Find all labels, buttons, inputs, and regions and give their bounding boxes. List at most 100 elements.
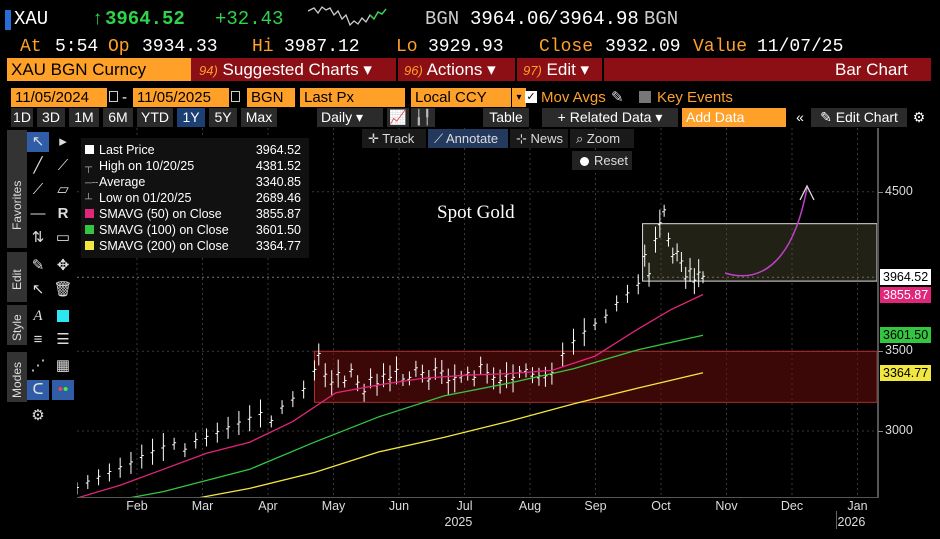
color-picker-icon[interactable] <box>52 306 74 326</box>
line-chart-icon[interactable]: 📈 <box>387 108 409 127</box>
calendar-icon[interactable] <box>231 91 240 102</box>
pencil-icon: ✎ <box>820 109 836 125</box>
legend-row[interactable]: SMAVG (50) on Close 3855.87 <box>85 206 305 222</box>
pointer-icon[interactable]: ↖ <box>27 132 49 152</box>
favorites-tab[interactable]: Favorites <box>7 130 27 248</box>
retracement-icon[interactable]: R <box>57 205 69 222</box>
legend-row[interactable]: ┴ Low on 01/20/25 2689.46 <box>85 190 305 206</box>
news-button[interactable]: ⊹ News <box>510 129 568 148</box>
price-range-icon[interactable]: ⇅ <box>31 229 45 246</box>
security-field[interactable]: XAU BGN Curncy <box>7 58 191 81</box>
y-axis: 3000 3500 4500 3964.52 3855.87 3601.50 3364.77 <box>878 128 940 498</box>
magnet-mode-icon[interactable]: ᑕ <box>27 380 49 400</box>
color-dots-icon[interactable]: •• <box>52 380 74 400</box>
annotate-button[interactable]: ⟋ Annotate <box>428 129 508 148</box>
legend-row[interactable]: SMAVG (200) on Close 3364.77 <box>85 238 305 254</box>
low-label: Lo <box>396 37 418 57</box>
reset-button[interactable]: Reset <box>572 151 632 170</box>
moving-average-line <box>77 293 704 498</box>
chart-series <box>77 204 705 498</box>
legend-row[interactable]: SMAVG (100) on Close 3601.50 <box>85 222 305 238</box>
legend-label: SMAVG (50) on Close <box>99 207 222 221</box>
gear-icon[interactable]: ⚙ <box>912 109 926 125</box>
field-select[interactable]: Last Px <box>300 88 405 107</box>
mov-avgs-label[interactable]: Mov Avgs <box>541 89 606 106</box>
range-button-1m[interactable]: 1M <box>69 108 99 127</box>
bar-chart-icon[interactable]: ╽╿ <box>411 108 435 127</box>
edit-chart-label: Edit Chart <box>835 109 898 125</box>
chevron-right-icon[interactable]: ▸ <box>59 133 67 150</box>
legend-row[interactable]: ─╌Average 3340.85 <box>85 174 305 190</box>
range-button-6m[interactable]: 6M <box>103 108 133 127</box>
range-button-ytd[interactable]: YTD <box>137 108 173 127</box>
chart-annotation-text[interactable]: Spot Gold <box>437 202 515 223</box>
range-button-3d[interactable]: 3D <box>37 108 65 127</box>
trash-icon[interactable]: 🗑 <box>53 281 73 298</box>
function-menu-bar: 94) Suggested Charts ▾ 96) Actions ▾ 97)… <box>7 58 931 81</box>
modes-tab-label: Modes <box>10 361 24 398</box>
range-button-5y[interactable]: 5Y <box>209 108 237 127</box>
line-style-icon[interactable]: ☰ <box>56 331 70 348</box>
suggested-charts-menu[interactable]: 94) Suggested Charts ▾ <box>193 58 404 81</box>
collapse-chevrons-icon[interactable]: « <box>796 109 804 125</box>
segment-icon[interactable]: ⟋ <box>32 181 44 198</box>
legend-label: SMAVG (200) on Close <box>99 239 229 253</box>
add-data-input[interactable]: Add Data <box>682 108 786 127</box>
x-tick-label: Nov <box>715 499 738 513</box>
calendar-icon[interactable] <box>109 91 118 102</box>
legend-label: Last Price <box>99 143 155 157</box>
legend-row[interactable]: ┬ High on 10/20/25 4381.52 <box>85 158 305 174</box>
track-button[interactable]: ✛ Track <box>362 129 426 148</box>
mov-avgs-checkbox[interactable]: ✓ <box>525 91 537 103</box>
table-button[interactable]: Table <box>483 108 529 127</box>
currency-dropdown-icon[interactable]: ▾ <box>512 88 526 107</box>
consolidation-range-box[interactable] <box>313 350 877 403</box>
actions-menu[interactable]: 96) Actions ▾ <box>400 58 519 81</box>
crosshair-mode-icon[interactable]: ⋰ <box>30 357 46 374</box>
low-price: 3929.93 <box>428 37 504 57</box>
key-events-label[interactable]: Key Events <box>657 89 733 106</box>
move-icon[interactable]: ✥ <box>56 257 70 274</box>
range-button-1y[interactable]: 1Y <box>177 108 205 127</box>
grid-mode-icon[interactable]: ▦ <box>55 357 71 374</box>
currency-select[interactable]: Local CCY <box>411 88 511 107</box>
modes-tab[interactable]: Modes <box>7 352 27 402</box>
key-events-checkbox[interactable] <box>639 91 651 103</box>
year-label: 2025 <box>444 515 473 529</box>
line-width-icon[interactable]: ≡ <box>33 331 43 348</box>
price-chart[interactable] <box>77 128 877 498</box>
horizontal-line-icon[interactable]: — <box>30 205 46 222</box>
source-field[interactable]: BGN <box>247 88 295 107</box>
gear-icon[interactable]: ⚙ <box>31 407 45 424</box>
range-button-max[interactable]: Max <box>241 108 277 127</box>
legend-value: 2689.46 <box>255 191 301 205</box>
channel-icon[interactable]: ▱ <box>57 181 69 198</box>
text-style-icon[interactable]: A <box>33 308 43 324</box>
bid-ask-divider: / <box>547 8 559 30</box>
ray-line-icon[interactable]: ⟋ <box>57 157 69 174</box>
pencil-icon[interactable]: ✎ <box>611 89 624 106</box>
sparkline-chart <box>307 5 388 29</box>
select-icon[interactable]: ↖ <box>31 281 45 298</box>
trendline-icon[interactable]: ╱ <box>33 157 43 174</box>
chart-type-label[interactable]: Bar Chart <box>835 60 908 79</box>
start-date-field[interactable]: 11/05/2024 <box>11 88 107 107</box>
edit-tab[interactable]: Edit <box>7 252 27 302</box>
range-button-1d[interactable]: 1D <box>11 108 33 127</box>
style-tab[interactable]: Style <box>7 305 27 345</box>
pen-icon[interactable]: ✎ <box>31 257 45 274</box>
edit-menu[interactable]: 97) Edit ▾ <box>519 58 608 81</box>
related-data-button[interactable]: + Related Data ▾ <box>542 108 678 127</box>
periodicity-select[interactable]: Daily ▾ <box>317 108 383 127</box>
actions-number: 96) <box>404 63 423 78</box>
rectangle-icon[interactable]: ▭ <box>55 229 71 246</box>
legend-row[interactable]: Last Price 3964.52 <box>85 142 305 158</box>
chart-parameters-bar: 11/05/2024 - 11/05/2025 BGN Last Px Loca… <box>7 88 937 108</box>
legend-value: 4381.52 <box>255 159 301 173</box>
end-date-field[interactable]: 11/05/2025 <box>133 88 229 107</box>
zoom-button[interactable]: ⌕ Zoom <box>570 129 634 148</box>
edit-chart-button[interactable]: ✎ Edit Chart <box>811 108 907 127</box>
zoom-icon: ⌕ <box>576 131 587 146</box>
price-tag: 3964.52 <box>880 269 932 286</box>
legend-swatch <box>85 145 94 154</box>
